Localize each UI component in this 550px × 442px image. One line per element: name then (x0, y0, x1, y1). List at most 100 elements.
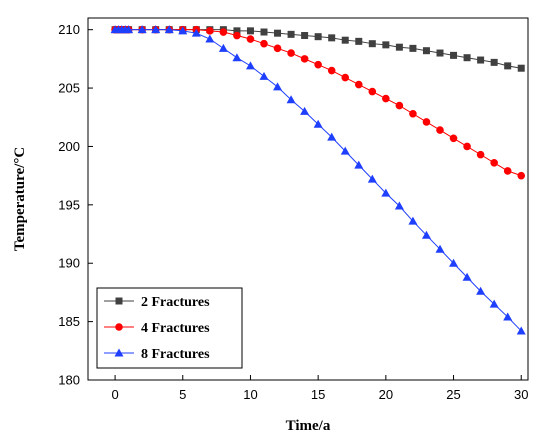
data-point (381, 188, 391, 197)
data-point (368, 87, 377, 96)
data-point (314, 33, 322, 41)
data-point (301, 32, 309, 40)
data-point (313, 119, 323, 128)
data-point (206, 27, 214, 35)
data-point (328, 34, 336, 42)
y-tick-label: 200 (58, 139, 80, 154)
data-point (368, 40, 376, 48)
data-point (436, 126, 444, 134)
data-point (449, 134, 458, 143)
data-point (205, 34, 215, 43)
data-point (503, 167, 512, 175)
data-point (219, 28, 228, 36)
data-point (476, 150, 485, 159)
data-point (340, 146, 350, 155)
data-point (151, 25, 161, 34)
data-point (287, 49, 295, 57)
data-point (435, 244, 445, 253)
data-point (422, 118, 431, 126)
data-point (233, 27, 241, 35)
data-point (408, 216, 418, 225)
series-layer (110, 25, 526, 335)
data-point (233, 31, 241, 40)
data-point (476, 286, 486, 295)
data-point (409, 109, 417, 118)
data-point (246, 27, 254, 35)
data-point (504, 62, 512, 70)
legend-marker (115, 297, 123, 305)
y-tick-label: 205 (58, 81, 80, 96)
y-tick-label: 190 (58, 256, 80, 271)
data-point (394, 201, 404, 210)
y-ticks: 180 185 190 195 200 205 210 (58, 22, 93, 388)
data-point (300, 55, 309, 63)
x-tick-label: 0 (111, 387, 118, 402)
data-point (232, 53, 242, 62)
data-point (449, 258, 459, 267)
legend-label: 2 Fractures (141, 295, 210, 310)
data-point (422, 47, 430, 55)
data-point (395, 101, 404, 110)
data-point (287, 30, 295, 38)
legend-marker (114, 348, 124, 357)
data-point (273, 82, 283, 91)
data-point (178, 26, 188, 35)
data-point (218, 43, 228, 52)
data-point (341, 73, 350, 82)
data-point (354, 160, 364, 169)
data-point (245, 61, 255, 70)
x-tick-label: 5 (179, 387, 186, 402)
legend: 2 Fractures 4 Fractures 8 Fractures (96, 287, 243, 369)
data-point (436, 49, 444, 57)
data-point (490, 159, 498, 167)
data-point (395, 43, 403, 51)
data-point (137, 25, 147, 34)
data-point (367, 174, 377, 183)
data-point (124, 25, 134, 34)
y-axis-title: Temperature/°C (12, 147, 28, 251)
y-tick-label: 210 (58, 22, 80, 37)
x-ticks: 0 5 10 15 20 25 30 (111, 375, 528, 402)
data-point (274, 29, 282, 37)
data-point (327, 132, 337, 141)
data-point (477, 56, 485, 64)
y-tick-label: 195 (58, 197, 80, 212)
data-point (327, 66, 336, 75)
data-point (463, 54, 471, 62)
data-point (517, 64, 525, 72)
data-point (341, 36, 349, 44)
legend-label: 8 Fractures (141, 347, 210, 362)
data-point (300, 106, 310, 115)
data-point (260, 39, 268, 48)
legend-marker (115, 323, 123, 331)
data-point (409, 44, 417, 52)
x-axis-title: Time/a (286, 418, 331, 434)
data-point (516, 326, 526, 335)
data-point (259, 71, 269, 80)
x-tick-label: 25 (446, 387, 460, 402)
data-point (382, 94, 390, 103)
series-line (115, 29, 522, 177)
series-line (115, 29, 522, 332)
data-point (382, 41, 390, 49)
data-point (489, 299, 499, 308)
y-tick-label: 185 (58, 314, 80, 329)
data-point (286, 95, 296, 104)
plot-frame (87, 17, 529, 381)
series-3 (110, 25, 526, 335)
y-tick-label: 180 (58, 373, 80, 388)
data-point (260, 28, 268, 36)
data-point (354, 80, 363, 89)
data-point (462, 272, 472, 281)
data-point (463, 142, 471, 151)
data-point (490, 58, 498, 66)
data-point (450, 51, 458, 59)
x-tick-label: 30 (514, 387, 528, 402)
x-tick-label: 10 (243, 387, 257, 402)
data-point (273, 44, 282, 53)
legend-label: 4 Fractures (141, 321, 210, 336)
data-point (191, 28, 201, 37)
data-point (421, 230, 431, 239)
data-point (246, 35, 255, 43)
